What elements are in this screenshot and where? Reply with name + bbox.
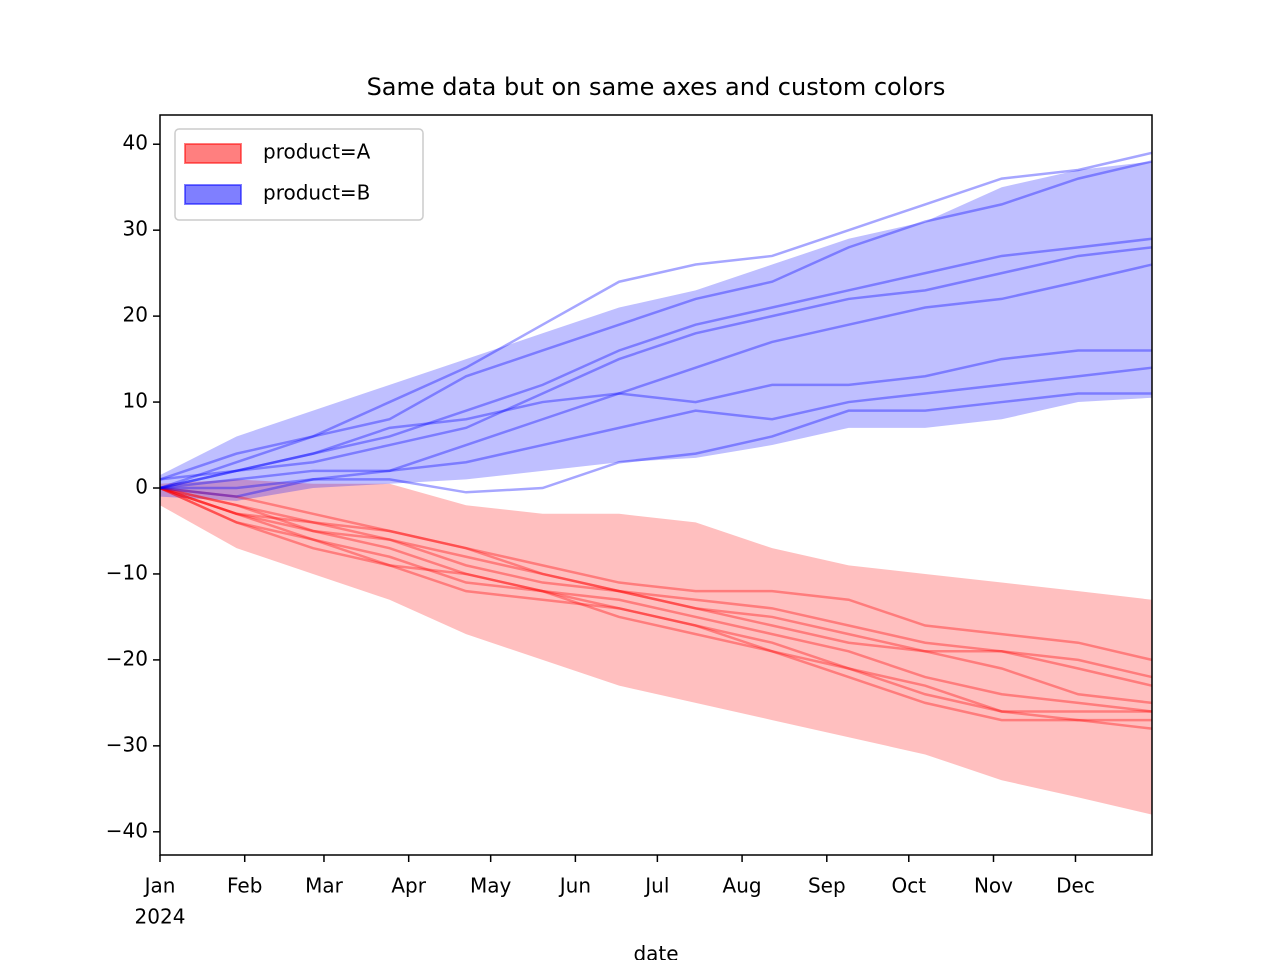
x-tick-label: Sep [808, 874, 846, 898]
y-tick-label: 20 [123, 303, 148, 327]
y-tick-label: 30 [123, 217, 148, 241]
series-line [159, 486, 1153, 662]
series-line [159, 263, 1153, 490]
plot-frame [159, 114, 1153, 856]
y-tick-label: 0 [135, 475, 148, 499]
chart-title: Same data but on same axes and custom co… [367, 73, 946, 101]
series-line [159, 486, 1153, 705]
series-line [159, 151, 1153, 490]
series-line [159, 486, 1152, 713]
x-tick-label: Feb [227, 874, 262, 898]
series-line [159, 486, 1153, 687]
series-line [159, 486, 1152, 722]
y-tick-label: −30 [106, 732, 148, 756]
x-tick-label: Jan [143, 874, 176, 898]
x-tick-label: Mar [305, 874, 344, 898]
series-line [159, 237, 1153, 490]
legend-label: product=B [263, 181, 370, 205]
x-tick-label: May [470, 874, 512, 898]
series-line [159, 366, 1153, 498]
x-tick-sublabel: 2024 [135, 905, 186, 929]
band-area [160, 479, 1152, 815]
series-line [159, 349, 1152, 490]
series-line [159, 486, 1153, 730]
series-line [159, 486, 1153, 713]
y-tick-label: 10 [123, 389, 148, 413]
series-line [159, 486, 1153, 679]
series-line [159, 160, 1153, 481]
x-tick-label: Apr [391, 874, 426, 898]
legend-label: product=A [263, 140, 371, 164]
y-tick-label: −10 [106, 560, 148, 584]
legend-swatch [184, 143, 242, 164]
y-tick-label: −40 [106, 818, 148, 842]
x-tick-label: Dec [1056, 874, 1095, 898]
x-tick-label: Nov [974, 874, 1013, 898]
legend-swatch [184, 184, 242, 205]
x-tick-label: Jul [643, 874, 669, 898]
band-area [160, 161, 1152, 501]
x-axis-label: date [633, 942, 678, 960]
y-tick-label: −20 [106, 646, 148, 670]
x-tick-label: Aug [723, 874, 762, 898]
x-tick-label: Oct [891, 874, 926, 898]
y-tick-label: 40 [123, 131, 148, 155]
series-line [159, 246, 1153, 481]
series-line [160, 392, 1152, 494]
x-tick-label: Jun [558, 874, 591, 898]
